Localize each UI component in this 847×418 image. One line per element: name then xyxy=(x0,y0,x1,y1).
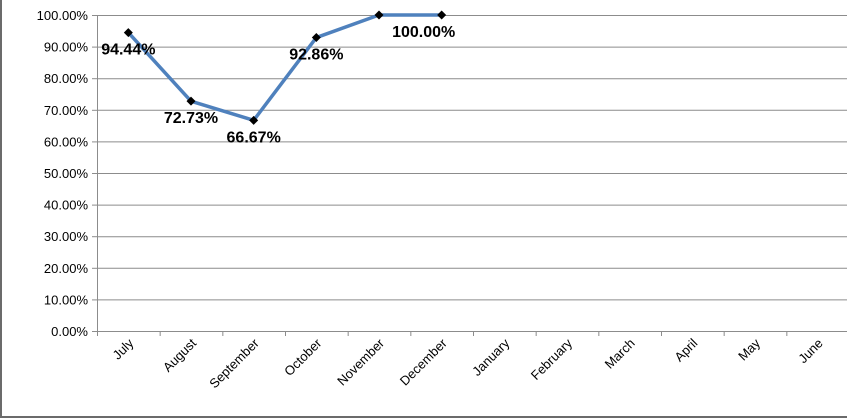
series-polyline xyxy=(126,13,444,123)
data-label: 94.44% xyxy=(101,42,155,59)
y-tick-label: 50.00% xyxy=(44,166,89,181)
y-tick-label: 100.00% xyxy=(37,8,89,23)
x-axis-tick-labels: July August September October November Decemb… xyxy=(109,335,825,391)
gridlines xyxy=(97,15,847,301)
x-tick-label: March xyxy=(602,336,638,372)
y-tick-label: 60.00% xyxy=(44,134,89,149)
x-tick-label: April xyxy=(671,335,700,364)
series-line xyxy=(126,13,444,123)
x-tick-label: May xyxy=(735,335,763,363)
y-tick-label: 20.00% xyxy=(44,261,89,276)
y-tick-label: 40.00% xyxy=(44,198,89,213)
axes xyxy=(92,15,847,336)
data-markers xyxy=(123,10,447,125)
data-labels: 94.44% 72.73% 66.67% 92.86% 100.00% xyxy=(101,24,455,146)
data-label: 66.67% xyxy=(227,129,281,146)
data-point-marker xyxy=(249,115,259,125)
data-label: 72.73% xyxy=(164,110,218,127)
data-point-marker xyxy=(123,28,133,38)
y-tick-label: 10.00% xyxy=(44,292,89,307)
x-tick-label: January xyxy=(469,335,513,379)
data-point-marker xyxy=(311,33,321,43)
x-tick-label: September xyxy=(206,335,262,391)
y-tick-label: 80.00% xyxy=(44,71,89,86)
y-axis-tick-labels: 100.00% 90.00% 80.00% 70.00% 60.00% 50.00% 40.… xyxy=(37,8,89,339)
x-tick-label: August xyxy=(160,335,199,374)
y-tick-label: 30.00% xyxy=(44,229,89,244)
x-tick-label: June xyxy=(795,336,826,367)
y-tick-label: 70.00% xyxy=(44,103,89,118)
data-label: 100.00% xyxy=(392,24,455,41)
x-tick-label: February xyxy=(528,335,576,383)
data-point-marker xyxy=(437,10,447,20)
data-point-marker xyxy=(186,96,196,106)
data-label: 92.86% xyxy=(289,47,343,64)
data-point-marker xyxy=(374,10,384,20)
x-tick-label: December xyxy=(397,335,450,388)
x-tick-label: November xyxy=(334,335,387,388)
y-tick-label: 0.00% xyxy=(51,324,88,339)
x-tick-label: October xyxy=(281,335,325,379)
y-tick-label: 90.00% xyxy=(44,40,89,55)
x-tick-label: July xyxy=(109,335,136,362)
